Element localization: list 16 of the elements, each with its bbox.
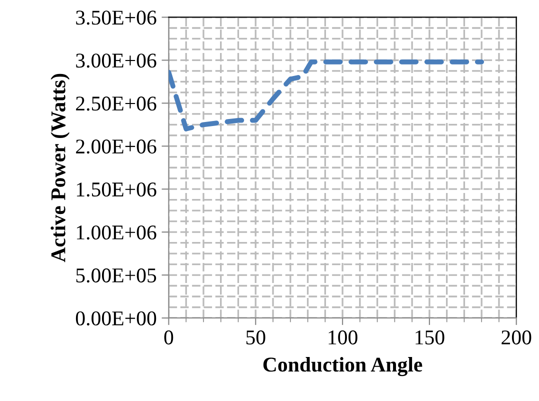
x-tick-label: 150 bbox=[416, 330, 444, 344]
y-tick-label: 2.50E+06 bbox=[76, 96, 156, 111]
x-tick-label: 0 bbox=[164, 330, 174, 344]
line-series bbox=[168, 59, 484, 132]
y-tick-label: 3.50E+06 bbox=[76, 10, 156, 25]
y-tick-label: 5.00E+05 bbox=[76, 268, 156, 283]
y-axis-title: Active Power (Watts) bbox=[50, 74, 70, 262]
x-tick-label: 200 bbox=[502, 330, 532, 344]
x-tick-label: 50 bbox=[246, 330, 266, 344]
x-axis-title: Conduction Angle bbox=[263, 357, 422, 376]
y-tick-label: 2.00E+06 bbox=[76, 140, 156, 154]
y-tick-label: 3.00E+06 bbox=[76, 54, 156, 68]
y-tick-label: 1.50E+06 bbox=[76, 182, 156, 197]
y-tick-label: 0.00E+00 bbox=[76, 311, 156, 326]
x-tick-label: 100 bbox=[328, 330, 358, 344]
y-tick-label: 1.00E+06 bbox=[76, 225, 156, 240]
